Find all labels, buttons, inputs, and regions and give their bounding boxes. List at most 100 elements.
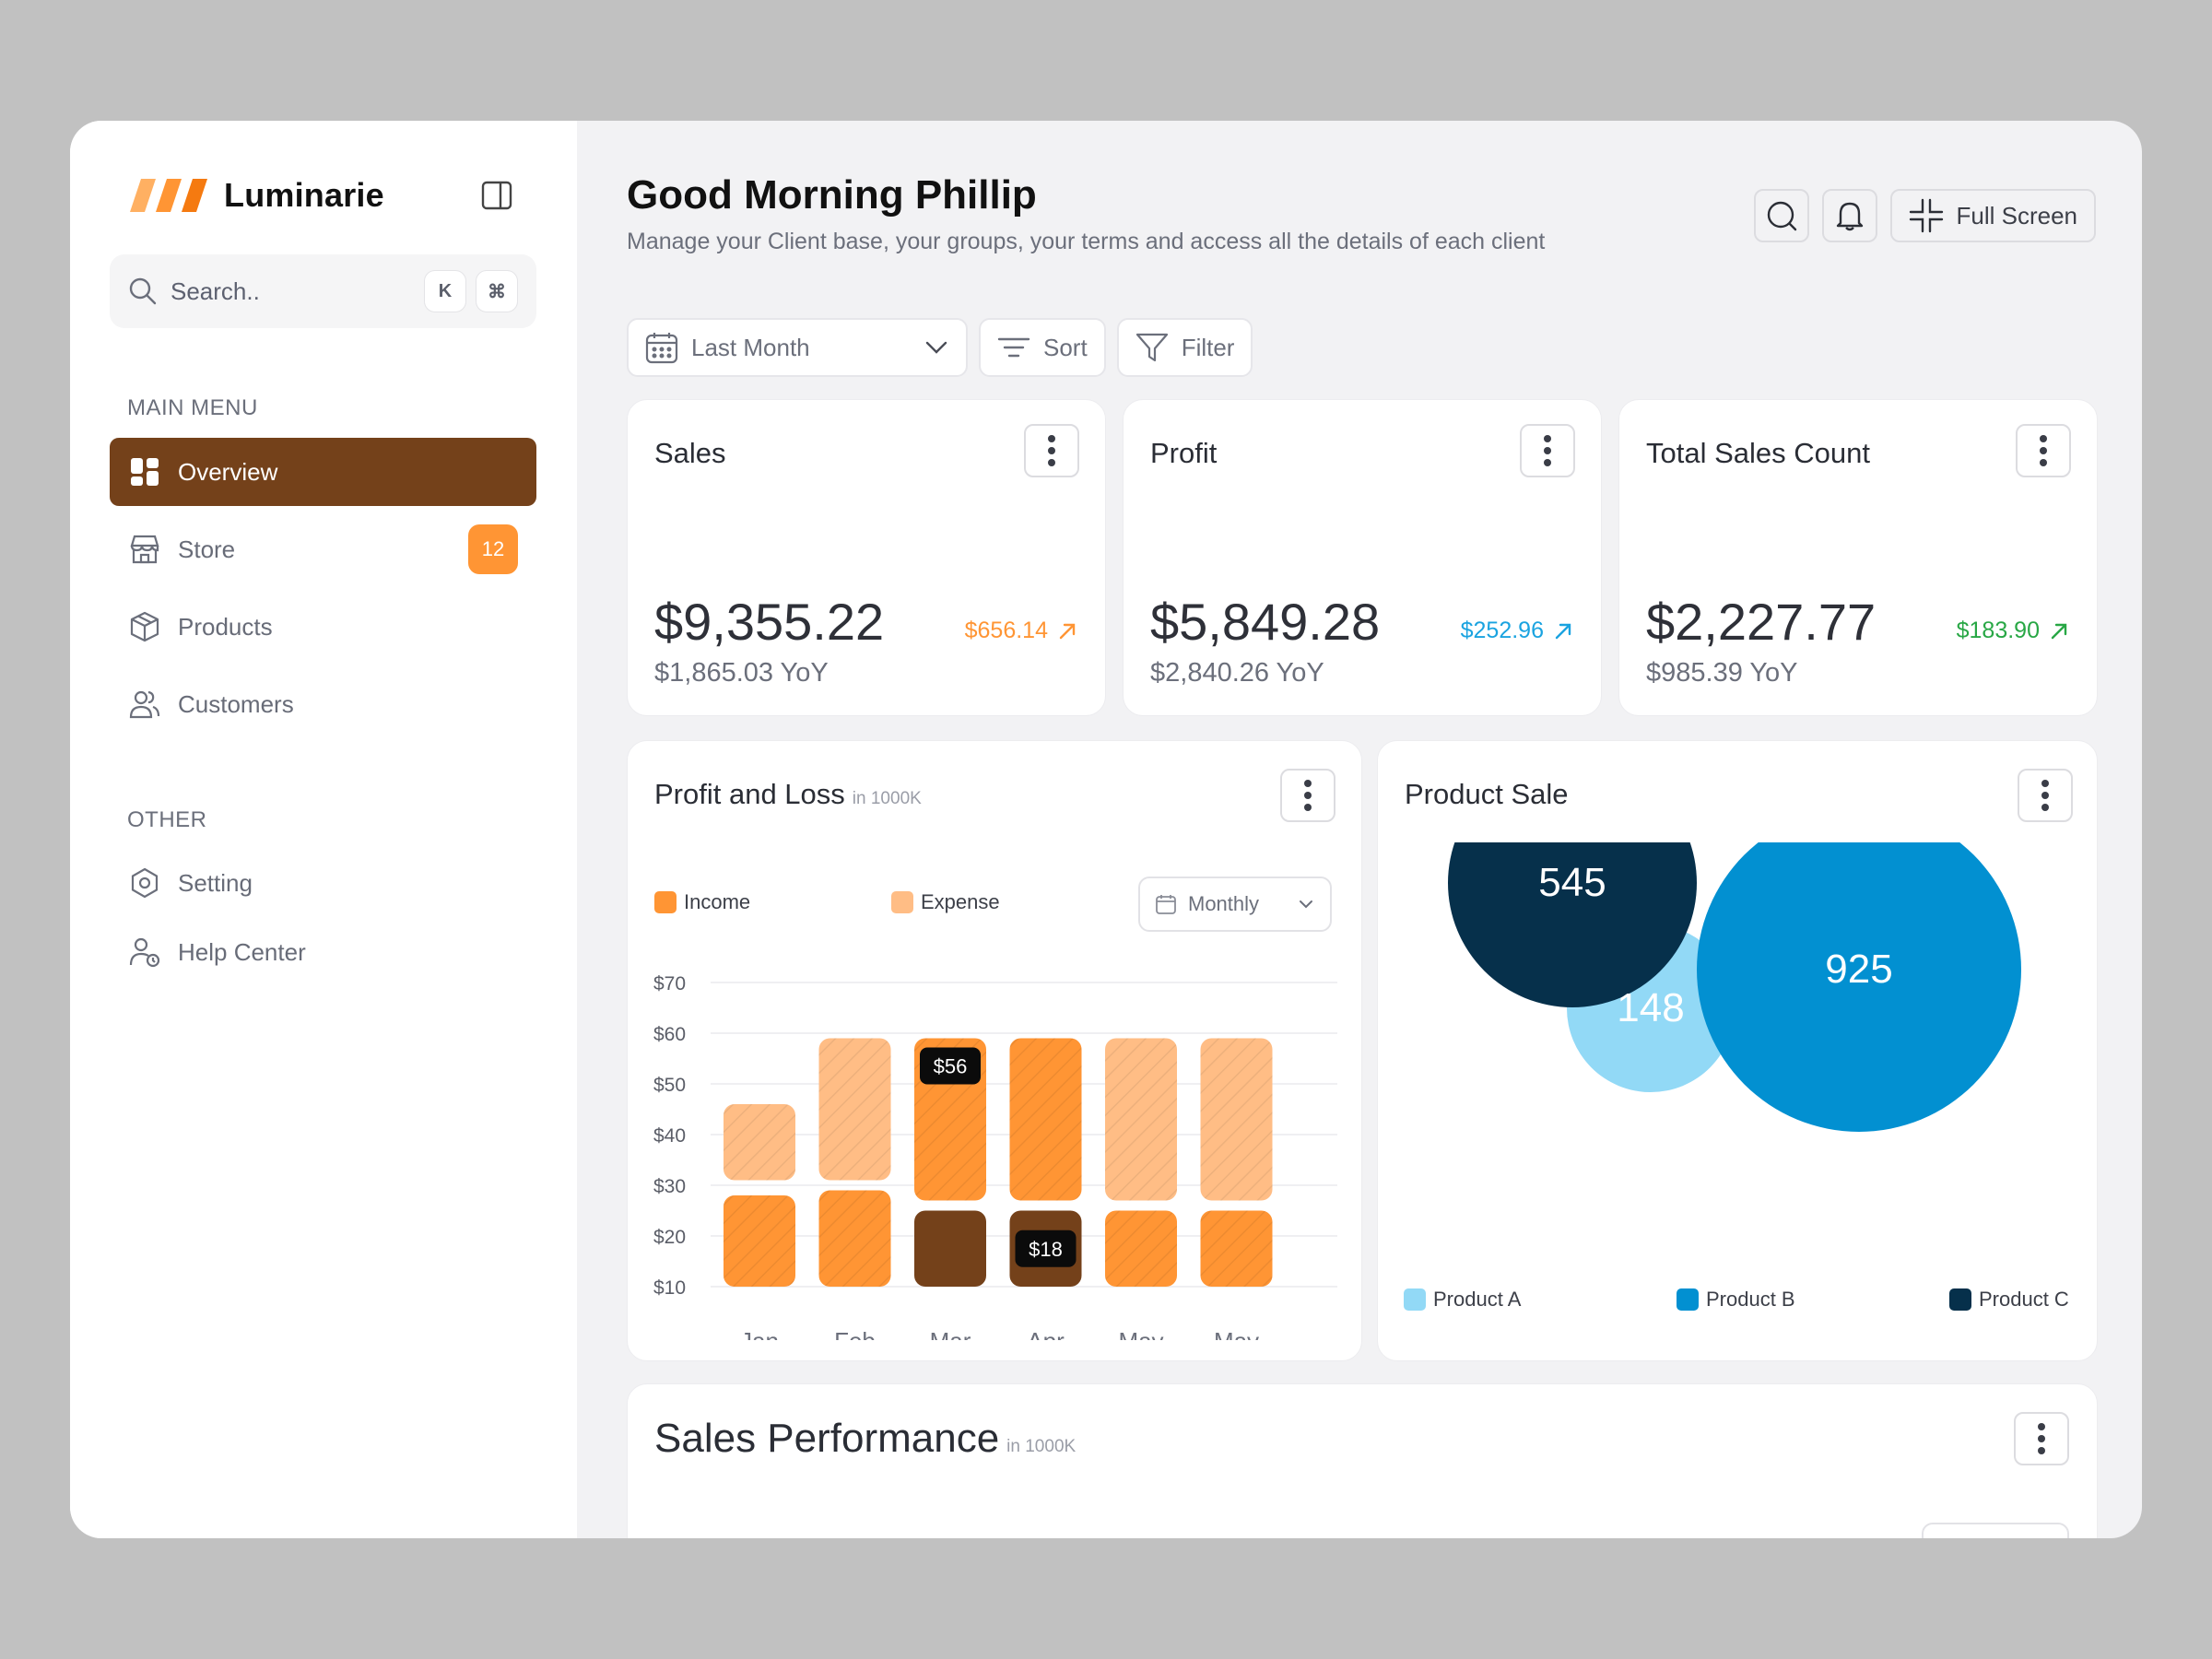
search-icon <box>129 277 157 305</box>
bubble-value-c: 545 <box>1538 860 1606 905</box>
sidebar-item-help-center[interactable]: Help Center <box>110 918 536 986</box>
sidebar-item-label: Setting <box>178 868 253 897</box>
period-select[interactable] <box>1922 1523 2069 1538</box>
fullscreen-label: Full Screen <box>1956 201 2078 229</box>
users-icon <box>128 688 161 721</box>
bubble-product-c <box>1448 842 1697 1007</box>
chevron-down-icon <box>1300 900 1312 909</box>
legend-label: Income <box>684 890 751 913</box>
bubble-value-a: 148 <box>1617 985 1684 1030</box>
kebab-icon <box>2041 780 2049 811</box>
bar-hatch <box>1009 1038 1082 1201</box>
help-user-icon <box>128 935 161 969</box>
box-icon <box>128 610 161 643</box>
stat-yoy: $2,840.26 YoY <box>1150 658 1324 688</box>
kebab-icon <box>1304 780 1312 811</box>
sidebar: Luminarie Search.. K ⌘ MAIN MENU <box>70 121 577 1538</box>
legend-label: Product B <box>1706 1288 1795 1311</box>
bar-value-label: $56 <box>934 1055 968 1078</box>
main-content: Good Morning Phillip Manage your Client … <box>577 121 2142 1538</box>
sales-performance-title: Sales Performance <box>654 1416 1000 1461</box>
brand-logo[interactable]: Luminarie <box>128 176 384 215</box>
stat-delta-value: $183.90 <box>1956 618 2040 643</box>
period-select[interactable]: Monthly <box>1138 877 1332 932</box>
bar-hatch <box>724 1195 795 1287</box>
app-window: Luminarie Search.. K ⌘ MAIN MENU <box>70 121 2142 1538</box>
y-tick-label: $50 <box>653 1075 686 1096</box>
bubble-product-b <box>1697 842 2021 1132</box>
bar-hatch <box>724 1104 795 1181</box>
arrow-up-right-icon <box>1555 623 1571 639</box>
notifications-button[interactable] <box>1821 189 1877 242</box>
sidebar-item-setting[interactable]: Setting <box>110 849 536 917</box>
card-title: Profit <box>1150 437 1218 469</box>
sort-button[interactable]: Sort <box>979 318 1106 377</box>
bar-hatch <box>1200 1038 1273 1201</box>
stat-delta-value: $252.96 <box>1460 618 1544 643</box>
legend-swatch <box>1677 1288 1699 1311</box>
search-button[interactable] <box>1753 189 1809 242</box>
arrow-up-right-icon <box>1059 623 1076 639</box>
filter-button[interactable]: Filter <box>1116 318 1253 377</box>
legend-label: Product A <box>1433 1288 1522 1311</box>
x-tick-label: May <box>1214 1327 1259 1340</box>
calendar-icon <box>1156 895 1176 914</box>
legend-expense: Expense <box>891 890 1000 914</box>
bar-hatch <box>1105 1210 1177 1287</box>
sidebar-item-overview[interactable]: Overview <box>110 438 536 506</box>
legend-product-a: Product A <box>1404 1288 1521 1312</box>
more-options-button[interactable] <box>2014 1412 2069 1465</box>
grid-icon <box>128 455 161 488</box>
sort-label: Sort <box>1043 333 1088 361</box>
chevron-down-icon <box>925 341 947 354</box>
x-tick-label: Apr <box>1027 1327 1065 1340</box>
bar-hatch <box>818 1190 891 1287</box>
sidebar-item-customers[interactable]: Customers <box>110 670 536 738</box>
store-count-badge: 12 <box>468 524 518 574</box>
date-range-select[interactable]: Last Month <box>627 318 968 377</box>
kebab-icon <box>1544 435 1551 466</box>
stat-delta: $252.96 <box>1461 618 1573 644</box>
fullscreen-icon <box>1909 198 1943 233</box>
more-options-button[interactable] <box>1280 769 1335 822</box>
legend-product-c: Product C <box>1949 1288 2069 1312</box>
pnl-unit: in 1000K <box>852 789 922 808</box>
profit-loss-card: Profit and Loss in 1000K Income Expense M… <box>627 740 1362 1361</box>
kebab-icon <box>1048 435 1055 466</box>
sidebar-toggle-icon[interactable] <box>481 180 512 211</box>
bar-segment-loss[interactable] <box>914 1210 986 1288</box>
calendar-icon <box>645 333 678 364</box>
date-range-value: Last Month <box>691 333 810 361</box>
sidebar-item-store[interactable]: Store 12 <box>110 515 536 583</box>
search-bar[interactable]: Search.. K ⌘ <box>110 254 536 328</box>
top-actions: Full Screen <box>1753 189 2096 242</box>
bell-icon <box>1836 202 1863 231</box>
y-tick-label: $10 <box>653 1277 686 1299</box>
more-options-button[interactable] <box>2018 769 2073 822</box>
card-title: Sales <box>654 437 726 469</box>
more-options-button[interactable] <box>2016 424 2071 477</box>
pnl-title: Profit and Loss <box>654 778 845 810</box>
arrow-up-right-icon <box>2051 623 2067 639</box>
sidebar-item-label: Customers <box>178 689 294 718</box>
bar-hatch <box>818 1038 891 1181</box>
sidebar-item-products[interactable]: Products <box>110 593 536 661</box>
card-title: Product Sale <box>1405 778 1569 810</box>
more-options-button[interactable] <box>1520 424 1575 477</box>
legend-label: Expense <box>921 890 1000 913</box>
shortcut-key: K <box>424 270 466 312</box>
y-tick-label: $20 <box>653 1227 686 1248</box>
x-tick-label: May <box>1118 1327 1163 1340</box>
product-sale-card: Product Sale 148 925 545 Product A Produ… <box>1377 740 2098 1361</box>
sidebar-item-label: Products <box>178 612 273 641</box>
stat-yoy: $1,865.03 YoY <box>654 658 829 688</box>
total-sales-count-card: Total Sales Count $2,227.77 $183.90 $985… <box>1618 399 2098 716</box>
sidebar-item-label: Store <box>178 535 236 563</box>
legend-swatch <box>891 891 913 913</box>
sales-performance-unit: in 1000K <box>1006 1437 1077 1456</box>
x-tick-label: Feb <box>834 1327 876 1340</box>
fullscreen-button[interactable]: Full Screen <box>1889 189 2096 242</box>
search-input[interactable]: Search.. <box>171 276 260 305</box>
more-options-button[interactable] <box>1024 424 1079 477</box>
stat-delta-value: $656.14 <box>964 618 1048 643</box>
